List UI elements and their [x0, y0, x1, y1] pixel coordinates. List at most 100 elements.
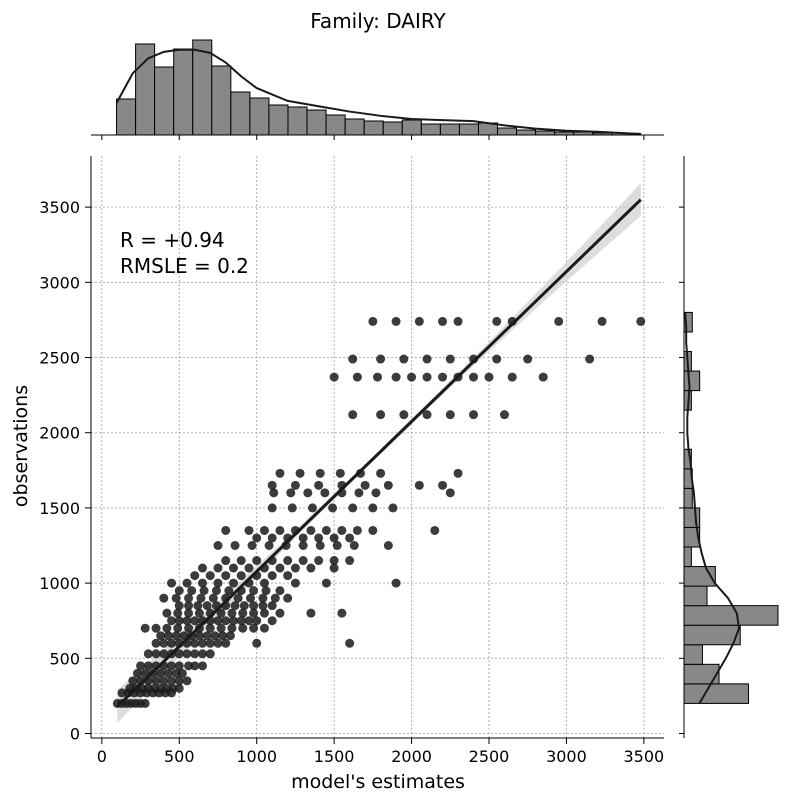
scatter-point: [303, 488, 313, 498]
scatter-point: [259, 578, 269, 588]
scatter-point: [167, 661, 177, 671]
scatter-point: [252, 638, 262, 648]
scatter-point: [151, 623, 161, 633]
scatter-point: [140, 698, 150, 708]
scatter-point: [205, 571, 215, 581]
joint-axes: [85, 156, 664, 744]
scatter-point: [128, 676, 138, 686]
y-tick-label: 0: [70, 724, 80, 743]
scatter-point: [208, 593, 218, 603]
scatter-point: [196, 593, 206, 603]
scatter-point: [286, 488, 296, 498]
scatter-point: [314, 556, 324, 566]
scatter-point: [329, 372, 339, 382]
x-histogram-bar: [116, 98, 137, 136]
scatter-point: [244, 525, 254, 535]
scatter-point: [414, 316, 424, 326]
scatter-point: [221, 638, 231, 648]
scatter-point: [314, 480, 324, 490]
scatter-point: [354, 488, 364, 498]
scatter-point: [315, 468, 325, 478]
scatter-point: [163, 631, 173, 641]
scatter-point: [190, 571, 200, 581]
scatter-point: [238, 623, 248, 633]
scatter-point: [264, 541, 274, 551]
scatter-point: [198, 638, 208, 648]
scatter-point: [174, 586, 184, 596]
scatter-point: [205, 623, 215, 633]
scatter-point: [320, 488, 330, 498]
scatter-point: [174, 616, 184, 626]
scatter-point: [445, 488, 455, 498]
scatter-point: [221, 571, 231, 581]
scatter-point: [328, 503, 338, 513]
scatter-point: [373, 372, 382, 382]
x-histogram-bar: [268, 104, 289, 136]
scatter-point: [321, 578, 331, 588]
scatter-point: [348, 503, 358, 513]
x-histogram-bar: [439, 123, 460, 136]
scatter-point: [523, 354, 533, 364]
scatter-point: [438, 480, 448, 490]
scatter-point: [244, 563, 254, 573]
scatter-point: [233, 593, 243, 603]
scatter-point: [267, 480, 277, 490]
y-axis-label: observations: [10, 385, 32, 507]
rmsle-annotation: RMSLE = 0.2: [120, 254, 249, 278]
scatter-point: [453, 468, 463, 478]
scatter-point: [213, 541, 223, 551]
scatter-point: [171, 593, 181, 603]
scatter-point: [368, 503, 378, 513]
scatter-point: [252, 556, 262, 566]
scatter-point: [167, 616, 177, 626]
scatter-point: [275, 468, 285, 478]
scatter-point: [249, 623, 259, 633]
x-tick-label: 3500: [624, 747, 665, 766]
scatter-point: [453, 316, 463, 326]
scatter-point: [414, 480, 424, 490]
scatter-point: [438, 372, 448, 382]
scatter-point: [193, 601, 203, 611]
scatter-point: [249, 608, 259, 618]
scatter-point: [184, 661, 194, 671]
scatter-point: [597, 316, 607, 326]
scatter-point: [368, 316, 378, 326]
y-histogram-bar: [683, 487, 693, 509]
scatter-point: [228, 578, 238, 588]
scatter-point: [213, 563, 223, 573]
scatter-point: [259, 525, 269, 535]
x-histogram-bar: [497, 127, 518, 136]
y-tick-label: 2000: [39, 424, 80, 443]
scatter-point: [236, 556, 246, 566]
x-histogram-bar: [211, 65, 232, 136]
y-tick-label: 500: [49, 649, 80, 668]
scatter-point: [162, 608, 172, 618]
x-tick-label: 2000: [391, 747, 432, 766]
scatter-point: [236, 616, 246, 626]
scatter-point: [174, 649, 184, 659]
scatter-point: [507, 372, 517, 382]
scatter-point: [469, 372, 479, 382]
scatter-point: [399, 410, 409, 420]
scatter-point: [270, 593, 280, 603]
scatter-point: [269, 488, 279, 498]
scatter-point: [252, 616, 262, 626]
y-histogram-bar: [683, 683, 750, 704]
scatter-point: [329, 563, 339, 573]
scatter-point: [290, 480, 300, 490]
scatter-point: [198, 661, 208, 671]
scatter-point: [228, 563, 238, 573]
scatter-point: [422, 372, 432, 382]
scatter-point: [267, 571, 277, 581]
x-tick-label: 500: [164, 747, 195, 766]
chart-title: Family: DAIRY: [310, 9, 446, 33]
y-histogram-bar: [683, 370, 701, 392]
scatter-point: [156, 668, 166, 678]
x-histogram-bar: [344, 118, 365, 136]
scatter-point: [140, 623, 150, 633]
y-tick-label: 2500: [39, 349, 80, 368]
scatter-point: [202, 601, 212, 611]
scatter-point: [249, 586, 259, 596]
scatter-point: [238, 608, 248, 618]
scatter-point: [321, 525, 331, 535]
